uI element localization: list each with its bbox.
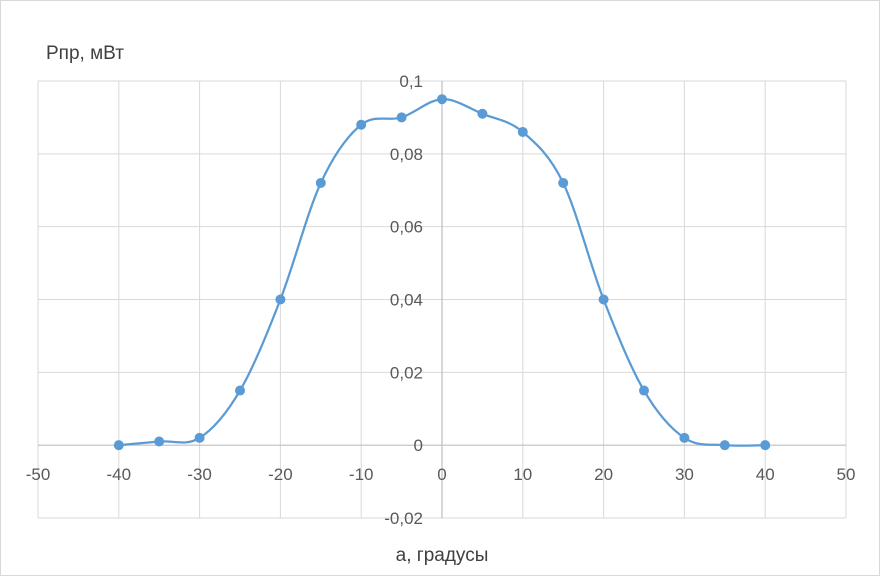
x-tick-label: -10: [349, 465, 374, 484]
x-tick-label: 50: [837, 465, 856, 484]
data-point: [517, 126, 528, 137]
data-point: [154, 436, 165, 447]
x-tick-label: 20: [594, 465, 613, 484]
data-point: [679, 432, 690, 443]
y-tick-label: 0,04: [390, 291, 423, 310]
data-point: [356, 119, 367, 130]
data-point: [113, 440, 124, 451]
data-point: [760, 440, 771, 451]
data-point: [194, 432, 205, 443]
x-tick-label: -20: [268, 465, 293, 484]
data-point: [639, 385, 649, 396]
series-layer: [113, 94, 771, 451]
y-tick-label: -0,02: [384, 509, 423, 528]
y-tick-label: 0,02: [390, 363, 423, 382]
y-tick-label: 0,08: [390, 145, 423, 164]
data-point: [396, 112, 407, 123]
x-tick-label: -40: [107, 465, 132, 484]
data-point: [477, 108, 488, 119]
data-point: [275, 294, 286, 305]
data-point: [558, 177, 569, 188]
data-point: [315, 177, 326, 188]
data-point: [598, 294, 609, 305]
data-point: [235, 385, 245, 396]
data-point: [719, 440, 730, 451]
x-tick-label: 0: [437, 465, 446, 484]
x-tick-label: 30: [675, 465, 694, 484]
x-tick-labels: -50 -40 -30 -20 -10 0 10 20 30 40 50: [26, 465, 856, 484]
x-axis-title: а, градусы: [396, 545, 489, 566]
x-tick-label: -50: [26, 465, 51, 484]
y-tick-label: 0,1: [399, 72, 423, 91]
y-tick-labels: -0,02 0 0,02 0,04 0,06 0,08 0,1: [384, 72, 423, 528]
y-tick-label: 0: [414, 436, 423, 455]
y-axis-title: Pпр, мВт: [46, 43, 124, 64]
x-tick-label: 40: [756, 465, 775, 484]
x-tick-label: 10: [513, 465, 532, 484]
y-tick-label: 0,06: [390, 218, 423, 237]
x-tick-label: -30: [187, 465, 212, 484]
data-point: [437, 94, 447, 105]
